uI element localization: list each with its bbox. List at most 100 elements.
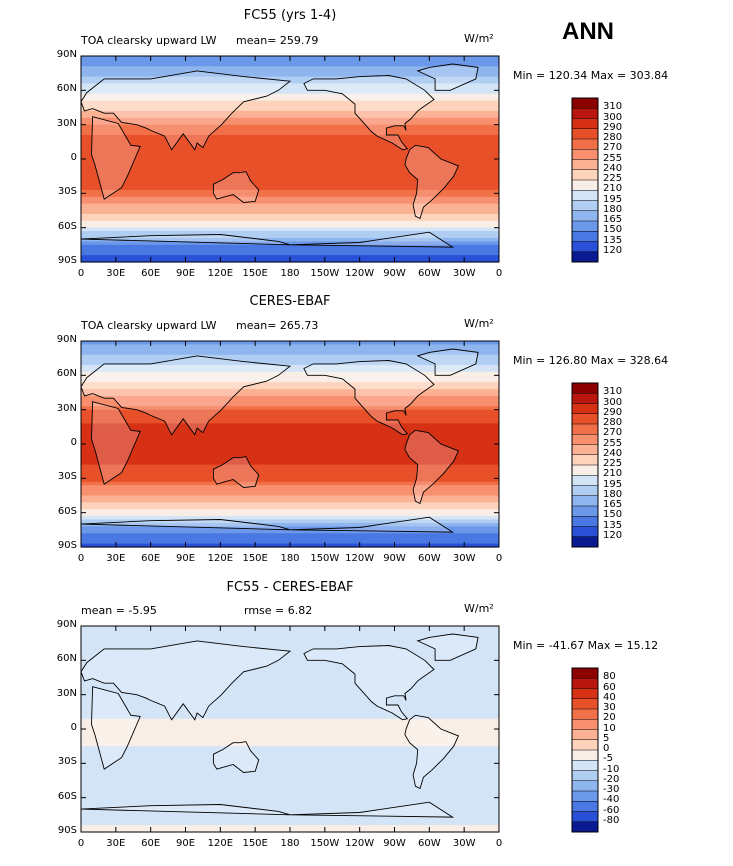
x-tick-label: 150W <box>310 553 340 564</box>
x-tick-label: 0 <box>495 268 503 279</box>
colorbar-level-label: 40 <box>603 691 616 703</box>
y-tick-label: 90N <box>56 334 77 345</box>
lat-band <box>81 62 499 67</box>
lat-band <box>81 124 499 129</box>
panel-3-rmse-label: rmse = 6.82 <box>244 604 313 617</box>
colorbar-level-label: 270 <box>603 142 623 154</box>
colorbar-swatch <box>572 241 598 253</box>
y-tick-label: 0 <box>70 437 77 448</box>
colorbar-level-label: 150 <box>603 224 623 236</box>
lat-band <box>81 536 499 541</box>
coastline <box>289 231 455 248</box>
lat-band <box>81 766 499 771</box>
x-tick-label: 90W <box>383 838 406 849</box>
lat-band <box>81 203 499 208</box>
lat-band <box>81 725 499 730</box>
colorbar-level-label: 150 <box>603 509 623 521</box>
lat-band <box>81 128 499 133</box>
lat-band <box>81 821 499 826</box>
panel-1-variable-label: TOA clearsky upward LW <box>81 34 217 47</box>
lat-band <box>81 375 499 380</box>
lat-band <box>81 481 499 486</box>
lat-band <box>81 186 499 191</box>
lat-band <box>81 426 499 431</box>
lat-band <box>81 739 499 744</box>
colorbar-level-label: 240 <box>603 447 623 459</box>
colorbar-swatch <box>572 231 598 242</box>
lat-band <box>81 162 499 167</box>
coastline <box>212 171 260 203</box>
x-tick-label: 0 <box>77 553 85 564</box>
lat-band <box>81 395 499 400</box>
x-tick-label: 120W <box>345 268 375 279</box>
panel-2-map <box>80 340 500 548</box>
coastline <box>80 234 291 246</box>
lat-band <box>81 495 499 500</box>
colorbar-swatch <box>572 678 598 689</box>
colorbar-level-label: -40 <box>603 794 620 806</box>
coastline <box>303 360 435 436</box>
coastline <box>91 686 141 770</box>
lat-band <box>81 399 499 404</box>
lat-band <box>81 76 499 81</box>
colorbar-swatch <box>572 750 598 761</box>
colorbar-level-label: 165 <box>603 214 623 225</box>
colorbar-level-label: 80 <box>603 671 616 683</box>
lat-band <box>81 763 499 768</box>
lat-band <box>81 450 499 455</box>
lat-band <box>81 722 499 727</box>
lat-band <box>81 159 499 164</box>
colorbar-swatch <box>572 200 598 212</box>
lat-band <box>81 244 499 249</box>
lat-band <box>81 522 499 527</box>
colorbar-swatch <box>572 811 598 823</box>
lat-band <box>81 172 499 177</box>
x-tick-label: 30W <box>452 553 476 564</box>
lat-band <box>81 811 499 816</box>
colorbar-swatch <box>572 424 598 435</box>
colorbar-swatch <box>572 729 598 741</box>
colorbar-swatch <box>572 444 598 456</box>
colorbar-level-label: 255 <box>603 152 623 164</box>
lat-band <box>81 650 499 655</box>
x-tick-label: 30W <box>452 268 476 279</box>
colorbar-swatch <box>572 139 598 150</box>
lat-band <box>81 790 499 795</box>
colorbar-level-label: 240 <box>603 162 623 174</box>
lat-band <box>81 179 499 184</box>
lat-band <box>81 674 499 679</box>
lat-band <box>81 632 499 637</box>
coastline <box>80 355 292 436</box>
colorbar-level-label: 310 <box>603 101 623 113</box>
lat-band <box>81 753 499 758</box>
lat-band <box>81 653 499 658</box>
x-tick-label: 150W <box>310 268 340 279</box>
lat-band <box>81 59 499 64</box>
lat-band <box>81 444 499 449</box>
colorbar-level-label: 270 <box>603 427 623 439</box>
colorbar-swatch <box>572 770 598 782</box>
lat-band <box>81 347 499 352</box>
lat-band <box>81 667 499 672</box>
y-tick-label: 90N <box>56 49 77 60</box>
lat-band <box>81 663 499 668</box>
x-tick-label: 60E <box>141 838 161 849</box>
colorbar-swatch <box>572 485 598 497</box>
panel-3-title: FC55 - CERES-EBAF <box>226 580 354 595</box>
lat-band <box>81 498 499 503</box>
colorbar-level-label: 300 <box>603 111 623 123</box>
colorbar-level-label: 5 <box>603 732 610 744</box>
lat-band <box>81 698 499 703</box>
colorbar-swatch <box>572 98 598 109</box>
x-tick-label: 150E <box>242 268 268 279</box>
lat-band <box>81 794 499 799</box>
colorbar-swatch <box>572 739 598 751</box>
lat-band <box>81 742 499 747</box>
colorbar-level-label: 120 <box>603 244 623 256</box>
y-tick-label: 30N <box>56 402 77 414</box>
colorbar-swatch <box>572 536 598 548</box>
lat-band <box>81 677 499 682</box>
lat-band <box>81 248 499 253</box>
coastline <box>404 714 460 790</box>
x-tick-label: 120W <box>345 553 375 564</box>
